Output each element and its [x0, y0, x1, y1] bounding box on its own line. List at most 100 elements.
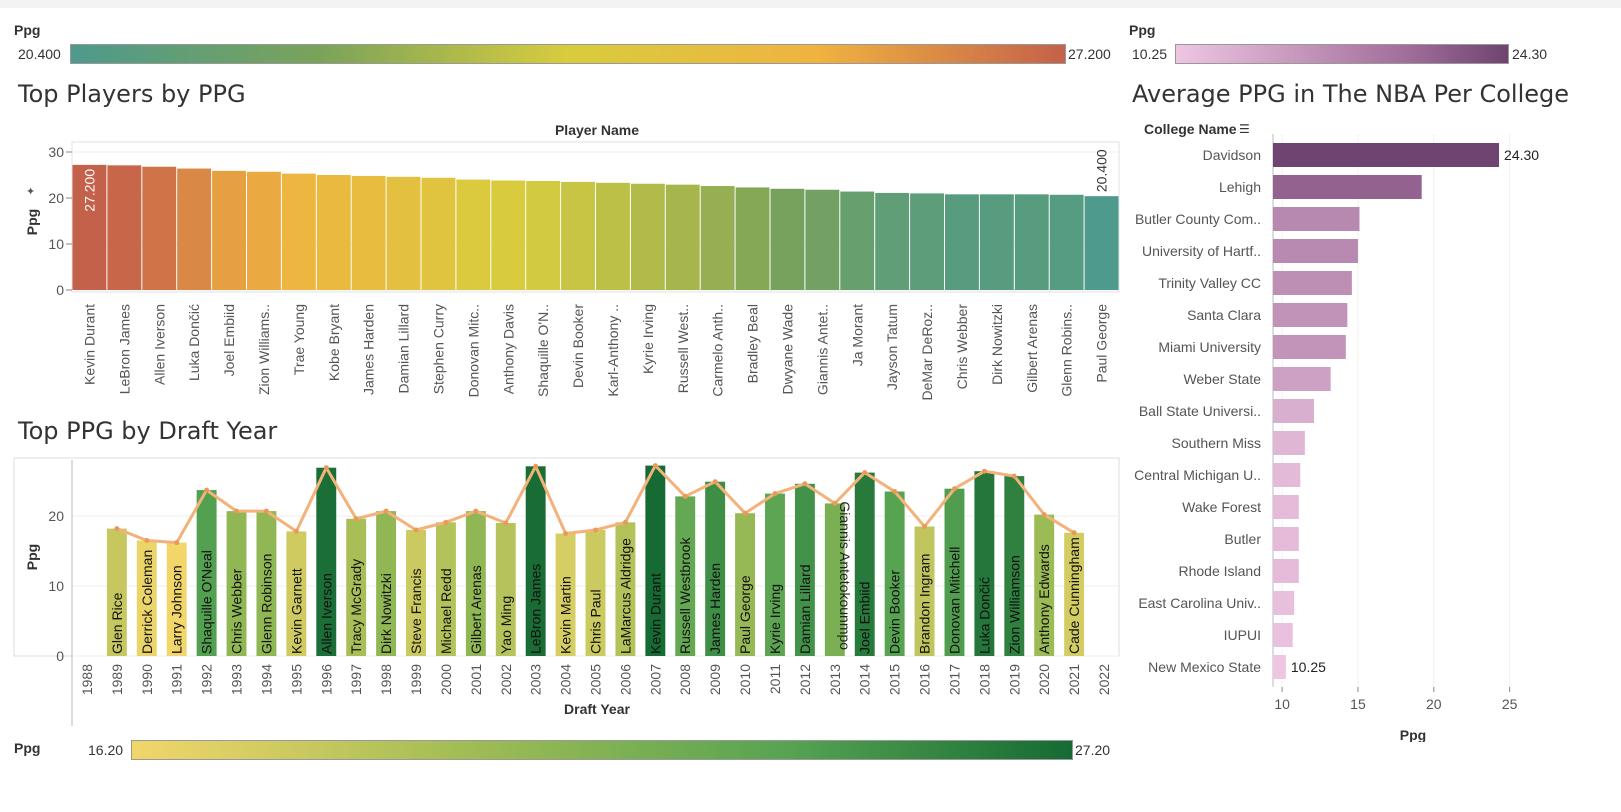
college-bar [1273, 463, 1301, 487]
college-legend-min: 10.25 [1132, 46, 1168, 62]
draft-trend-point [234, 508, 240, 514]
draft-trend-point [114, 526, 120, 532]
draft-bar-label: Gilbert Arenas [468, 565, 484, 654]
draft-bar [1004, 476, 1025, 656]
players-y-tick-label: 30 [48, 144, 64, 160]
draft-year-tick-label: 2022 [1096, 664, 1112, 695]
draft-year-tick-label: 2000 [438, 664, 454, 695]
draft-bar [376, 511, 397, 656]
sort-icon: ☰ [1239, 122, 1250, 136]
draft-trend-point [263, 508, 269, 514]
college-tick-label: Southern Miss [1172, 435, 1261, 451]
player-tick-label: Jayson Tatum [884, 304, 900, 390]
draft-year-tick-label: 2014 [857, 664, 873, 695]
draft-year-tick-label: 2003 [528, 664, 544, 695]
draft-trend-point [742, 510, 748, 516]
draft-bar [226, 511, 247, 656]
player-name-header: Player Name [555, 122, 639, 138]
college-data-label: 10.25 [1291, 659, 1326, 675]
draft-trend-point [922, 524, 928, 529]
draft-year-tick-label: 1996 [318, 664, 334, 695]
draft-year-tick-label: 2011 [767, 664, 783, 694]
college-bar [1273, 239, 1358, 263]
player-bar [735, 187, 770, 290]
draft-bar-label: Damian Lillard [797, 565, 813, 654]
draft-bar [166, 542, 187, 656]
player-data-label: 20.400 [1094, 149, 1110, 192]
draft-bar [914, 526, 935, 656]
draft-year-tick-label: 2020 [1036, 664, 1052, 695]
draft-year-tick-label: 2021 [1066, 664, 1082, 695]
players-legend-min: 20.400 [18, 46, 61, 62]
college-x-tick-label: 10 [1274, 696, 1290, 712]
draft-year-chart: 0 10 20 Ppg 1988 1989 1990 1991 1992 1993 1994 1995… [13, 457, 1120, 726]
draft-legend-min: 16.20 [88, 742, 124, 758]
draft-trend-point [772, 491, 778, 497]
college-chart-title: Average PPG in The NBA Per College [1132, 80, 1570, 108]
draft-year-tick-label: 1998 [378, 664, 394, 695]
draft-bar [106, 528, 127, 656]
draft-trend-point [503, 520, 509, 526]
draft-trend-point [1011, 473, 1017, 479]
draft-bar-label: Anthony Edwards [1036, 544, 1052, 654]
draft-year-tick-label: 2006 [617, 664, 633, 695]
players-plot-frame [71, 141, 1120, 293]
player-bar [840, 191, 875, 290]
college-bar [1273, 271, 1352, 295]
college-tick-label: East Carolina Univ.. [1138, 595, 1261, 611]
draft-trend-point [593, 527, 598, 533]
player-bar [351, 175, 386, 290]
college-tick-label: Weber State [1183, 371, 1261, 387]
college-bar [1273, 623, 1293, 647]
draft-chart-title: Top PPG by Draft Year [18, 417, 278, 445]
draft-trend-point [293, 528, 299, 534]
college-bar [1273, 527, 1299, 551]
draft-year-tick-label: 1993 [229, 664, 245, 695]
draft-bar-label: Michael Redd [438, 568, 454, 654]
draft-trend-point [174, 540, 180, 546]
college-x-axis-label: Ppg [1400, 727, 1426, 742]
players-y-tick-label: 20 [48, 190, 64, 206]
draft-year-tick-label: 2015 [887, 664, 903, 695]
draft-year-tick-label: 1989 [109, 664, 125, 695]
player-bar [700, 186, 735, 290]
draft-trend-point [682, 493, 688, 499]
college-tick-label: New Mexico State [1148, 659, 1261, 675]
draft-year-tick-label: 1991 [169, 664, 185, 695]
player-tick-label: Joel Embiid [221, 304, 237, 376]
player-tick-label: Gilbert Arenas [1024, 304, 1040, 393]
draft-bar-label: Yao Ming [498, 596, 514, 654]
player-bar [979, 194, 1014, 290]
draft-year-tick-label: 1994 [258, 664, 274, 695]
draft-bar-label: Chris Paul [588, 589, 604, 654]
top-strip [0, 0, 1621, 8]
draft-trend-point [413, 527, 419, 533]
draft-color-legend [131, 740, 1073, 760]
player-bar [596, 182, 630, 290]
player-bar [281, 173, 316, 290]
player-tick-label: Carmelo Anth.. [710, 304, 726, 397]
college-tick-label: Davidson [1203, 147, 1261, 163]
draft-y-axis-label: Ppg [24, 544, 40, 570]
draft-year-tick-label: 2018 [976, 664, 992, 695]
college-tick-label: Lehigh [1219, 179, 1261, 195]
player-bar [1049, 194, 1084, 290]
player-tick-label: Chris Webber [954, 304, 970, 390]
draft-trend-point [144, 538, 150, 543]
draft-bar-label: Paul George [737, 575, 753, 654]
player-bar [561, 181, 595, 290]
player-bar [212, 170, 246, 290]
player-bar [945, 194, 979, 290]
draft-bar [854, 472, 875, 656]
player-bar [1084, 196, 1119, 290]
players-y-tick-label: 0 [56, 282, 64, 298]
player-tick-label: Damian Lillard [396, 304, 412, 393]
player-tick-label: Russell West.. [675, 304, 691, 393]
player-tick-label: Donovan Mitc.. [465, 304, 481, 397]
college-tick-label: Rhode Island [1178, 563, 1261, 579]
draft-bar-label: Donovan Mitchell [946, 547, 962, 654]
player-bar [526, 180, 561, 290]
draft-bar-label: LaMarcus Aldridge [617, 538, 633, 654]
player-tick-label: Shaquille O'N.. [535, 304, 551, 397]
player-bar [491, 180, 526, 290]
